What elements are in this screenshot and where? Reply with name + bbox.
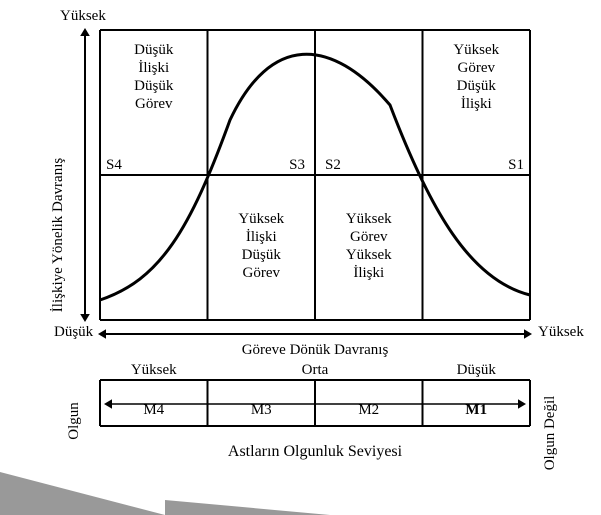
maturity-cell: M1 [465, 402, 487, 418]
quadrant-tl: Görev [135, 96, 173, 112]
maturity-title: Astların Olgunluk Seviyesi [228, 443, 403, 460]
quadrant-br: İlişki [353, 265, 384, 281]
y-axis-title: İlişkiye Yönelik Davranış [50, 158, 66, 313]
quadrant-br: Yüksek [346, 247, 392, 263]
quadrant-br: Görev [350, 229, 388, 245]
quadrant-br: Yüksek [346, 211, 392, 227]
situational-leadership-diagram: Yüksek Düşük İlişkiye Yönelik Davranış Yüks… [0, 0, 601, 515]
s2-tag: S2 [325, 157, 341, 173]
x-axis-title: Göreve Dönük Davranış [242, 342, 389, 358]
quadrant-bl: Düşük [242, 247, 282, 263]
maturity-top-high: Yüksek [131, 362, 177, 378]
maturity-left: Olgun [66, 402, 82, 440]
s4-tag: S4 [106, 157, 122, 173]
s3-tag: S3 [289, 157, 305, 173]
y-axis-low: Düşük [54, 324, 94, 340]
x-axis-high: Yüksek [538, 324, 584, 340]
maturity-top-mid: Orta [302, 362, 329, 378]
quadrant-tl: İlişki [138, 60, 169, 76]
quadrant-tr: Düşük [457, 78, 497, 94]
s1-tag: S1 [508, 157, 524, 173]
quadrant-tl: Düşük [134, 42, 174, 58]
maturity-top-low: Düşük [457, 362, 497, 378]
quadrant-tr: Yüksek [453, 42, 499, 58]
quadrant-tr: İlişki [461, 96, 492, 112]
maturity-cell: M3 [251, 402, 272, 418]
y-axis-high: Yüksek [60, 8, 106, 24]
quadrant-bl: Yüksek [238, 211, 284, 227]
quadrant-tr: Görev [458, 60, 496, 76]
quadrant-tl: Düşük [134, 78, 174, 94]
quadrant-bl: Görev [243, 265, 281, 281]
maturity-right: Olgun Değil [542, 396, 558, 471]
maturity-cell: M2 [358, 402, 379, 418]
quadrant-bl: İlişki [246, 229, 277, 245]
maturity-cell: M4 [143, 402, 164, 418]
